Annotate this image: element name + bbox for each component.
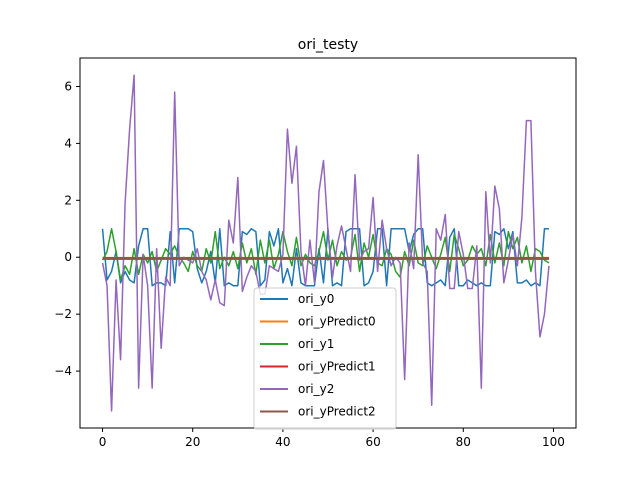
x-axis: 0 20 40 60 80 100 (99, 428, 565, 449)
x-tick-label: 20 (185, 435, 200, 449)
legend-entry: ori_y2 (298, 382, 334, 396)
legend: ori_y0 ori_yPredict0 ori_y1 ori_yPredict1or… (253, 287, 397, 430)
series-line-ori_y0 (101, 228, 549, 287)
x-tick-label: 40 (275, 435, 290, 449)
y-tick-label: −4 (54, 364, 72, 378)
series-line-ori_y2 (101, 74, 550, 412)
legend-entry: ori_yPredict2 (298, 405, 376, 419)
legend-box (253, 287, 397, 430)
x-tick-label: 80 (456, 435, 471, 449)
chart-title: ori_testy (298, 37, 358, 53)
y-axis: −4 −2 0 2 4 6 (54, 79, 80, 378)
x-tick-label: 60 (365, 435, 380, 449)
y-tick-label: 0 (64, 250, 72, 264)
series-lines (101, 74, 550, 412)
x-tick-label: 0 (99, 435, 107, 449)
legend-entry: ori_y0 (298, 292, 334, 306)
series-line-ori_y1 (101, 228, 550, 281)
y-tick-label: 4 (64, 136, 72, 150)
legend-entry: ori_y1 (298, 337, 334, 351)
y-tick-label: 6 (64, 79, 72, 93)
legend-entry: ori_yPredict1 (298, 360, 376, 374)
y-tick-label: 2 (64, 193, 72, 207)
legend-entry: ori_yPredict0 (298, 315, 376, 329)
x-tick-label: 100 (542, 435, 565, 449)
y-tick-label: −2 (54, 307, 72, 321)
